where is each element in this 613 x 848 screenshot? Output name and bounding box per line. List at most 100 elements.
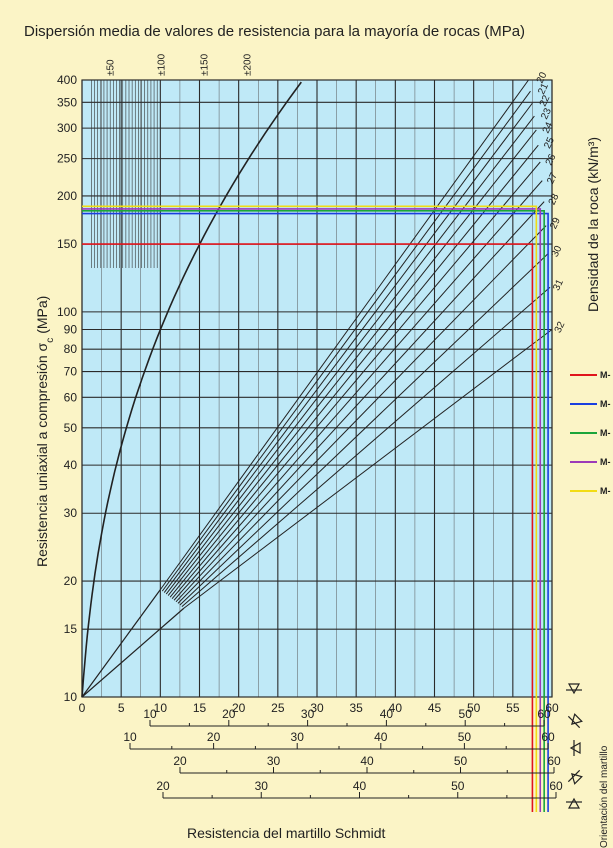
icon-stem bbox=[567, 715, 581, 729]
y-tick-label: 40 bbox=[64, 458, 78, 472]
x-tick-label: 5 bbox=[118, 701, 125, 715]
secondary-x-scales: 10 20 30 40 50 60 10 20 30 40 50 60 20 30 40 50 60 20 30 40… bbox=[123, 707, 563, 799]
y-tick-label: 300 bbox=[57, 121, 77, 135]
density-label: 32 bbox=[553, 320, 568, 335]
icon-head bbox=[571, 713, 583, 725]
orientation-label: Orientación del martillo bbox=[599, 745, 610, 848]
scale-tick-label: 20 bbox=[173, 754, 187, 768]
legend-label: M- bbox=[600, 428, 611, 438]
density-line bbox=[165, 115, 535, 595]
x-tick-label: 35 bbox=[349, 701, 363, 715]
y-tick-label: 20 bbox=[64, 574, 78, 588]
scale-tick-label: 30 bbox=[301, 707, 315, 721]
chart-title: Dispersión media de valores de resistenc… bbox=[24, 23, 525, 40]
scale-tick-label: 50 bbox=[454, 754, 468, 768]
legend-label: M- bbox=[600, 486, 611, 496]
density-line bbox=[159, 79, 529, 590]
dispersion-label: ±100 bbox=[156, 53, 167, 76]
y-axis-title-unit: (MPa) bbox=[34, 296, 50, 334]
x-tick-labels: 0 5 10 15 20 25 30 35 40 45 50 55 60 bbox=[79, 701, 559, 715]
scale-tick-label: 30 bbox=[255, 779, 269, 793]
scale-tick-label: 60 bbox=[549, 779, 563, 793]
y-tick-labels: 10 15 20 30 40 50 60 70 80 90 100 150 200 250 300 350 40… bbox=[57, 73, 77, 704]
scale-tick-label: 40 bbox=[374, 730, 388, 744]
x-tick-label: 30 bbox=[310, 701, 324, 715]
scale-tick-label: 40 bbox=[353, 779, 367, 793]
y-tick-label: 400 bbox=[57, 73, 77, 87]
y-tick-label: 60 bbox=[64, 390, 78, 404]
density-label: 26 bbox=[544, 152, 559, 167]
reading-line bbox=[82, 209, 545, 812]
hammer-orientation-icons bbox=[566, 683, 583, 809]
density-line bbox=[169, 144, 539, 598]
x-tick-label: 15 bbox=[193, 701, 207, 715]
y-tick-label: 150 bbox=[57, 237, 77, 251]
density-line bbox=[175, 201, 545, 603]
dispersion-labels: ±50 ±100 ±150 ±200 bbox=[105, 53, 253, 76]
scale-tick-label: 20 bbox=[207, 730, 221, 744]
dispersion-envelope-curve bbox=[81, 81, 302, 698]
scale-tick-label: 40 bbox=[360, 754, 374, 768]
density-label: 21 bbox=[536, 81, 551, 96]
hammer-icon bbox=[566, 797, 582, 809]
scale-tick-label: 50 bbox=[458, 730, 472, 744]
hammer-icon bbox=[567, 769, 583, 785]
x-tick-label: 45 bbox=[428, 701, 442, 715]
scale-tick-label: 50 bbox=[451, 779, 465, 793]
y-tick-label: 250 bbox=[57, 152, 77, 166]
y-tick-label: 70 bbox=[64, 365, 78, 379]
hammer-icon bbox=[569, 740, 581, 756]
right-axis-title: Densidad de la roca (kN/m³) bbox=[585, 137, 601, 312]
y-tick-label: 15 bbox=[64, 622, 78, 636]
reading-line bbox=[82, 208, 542, 812]
dispersion-label: ±50 bbox=[105, 59, 116, 76]
y-tick-label: 100 bbox=[57, 305, 77, 319]
density-label: 23 bbox=[539, 106, 554, 121]
density-line bbox=[167, 129, 537, 596]
legend-label: M- bbox=[600, 457, 611, 467]
legend-label: M- bbox=[600, 399, 611, 409]
scale-tick-label: 60 bbox=[547, 754, 561, 768]
y-axis-title-sub: c bbox=[45, 338, 56, 343]
y-axis-title: Resistencia uniaxial a compresión σc (MPa… bbox=[34, 296, 56, 567]
density-label: 29 bbox=[548, 216, 563, 231]
hammer-icon bbox=[566, 683, 582, 695]
x-axis-title: Resistencia del martillo Schmidt bbox=[187, 825, 386, 841]
density-label: 22 bbox=[538, 93, 553, 108]
density-line bbox=[183, 329, 553, 609]
scale-tick-label: 10 bbox=[143, 707, 157, 721]
scale-tick-label: 60 bbox=[537, 707, 551, 721]
x-tick-label: 0 bbox=[79, 701, 86, 715]
dispersion-label: ±150 bbox=[199, 53, 210, 76]
y-tick-label: 350 bbox=[57, 95, 77, 109]
x-tick-label: 40 bbox=[389, 701, 403, 715]
y-tick-label: 90 bbox=[64, 322, 78, 336]
icon-head bbox=[567, 797, 581, 809]
dispersion-label: ±200 bbox=[242, 53, 253, 76]
density-line bbox=[173, 180, 543, 601]
reading-lines bbox=[82, 205, 549, 812]
density-line bbox=[181, 286, 551, 607]
scale-tick-label: 60 bbox=[541, 730, 555, 744]
scale-tick-label: 20 bbox=[156, 779, 170, 793]
icon-head bbox=[569, 741, 581, 755]
scale-tick-label: 30 bbox=[267, 754, 281, 768]
y-tick-label: 30 bbox=[64, 506, 78, 520]
icon-head bbox=[567, 683, 581, 695]
x-tick-label: 25 bbox=[271, 701, 285, 715]
y-tick-label: 50 bbox=[64, 421, 78, 435]
y-tick-label: 200 bbox=[57, 189, 77, 203]
y-tick-label: 80 bbox=[64, 342, 78, 356]
density-line bbox=[171, 161, 541, 600]
density-line bbox=[177, 225, 547, 604]
x-tick-label: 50 bbox=[467, 701, 481, 715]
density-label: 30 bbox=[550, 244, 565, 259]
density-line bbox=[163, 102, 533, 593]
scale-tick-label: 40 bbox=[380, 707, 394, 721]
y-tick-label: 10 bbox=[64, 690, 78, 704]
scale-tick-label: 50 bbox=[459, 707, 473, 721]
density-label: 25 bbox=[542, 135, 557, 150]
reading-line bbox=[82, 243, 534, 812]
